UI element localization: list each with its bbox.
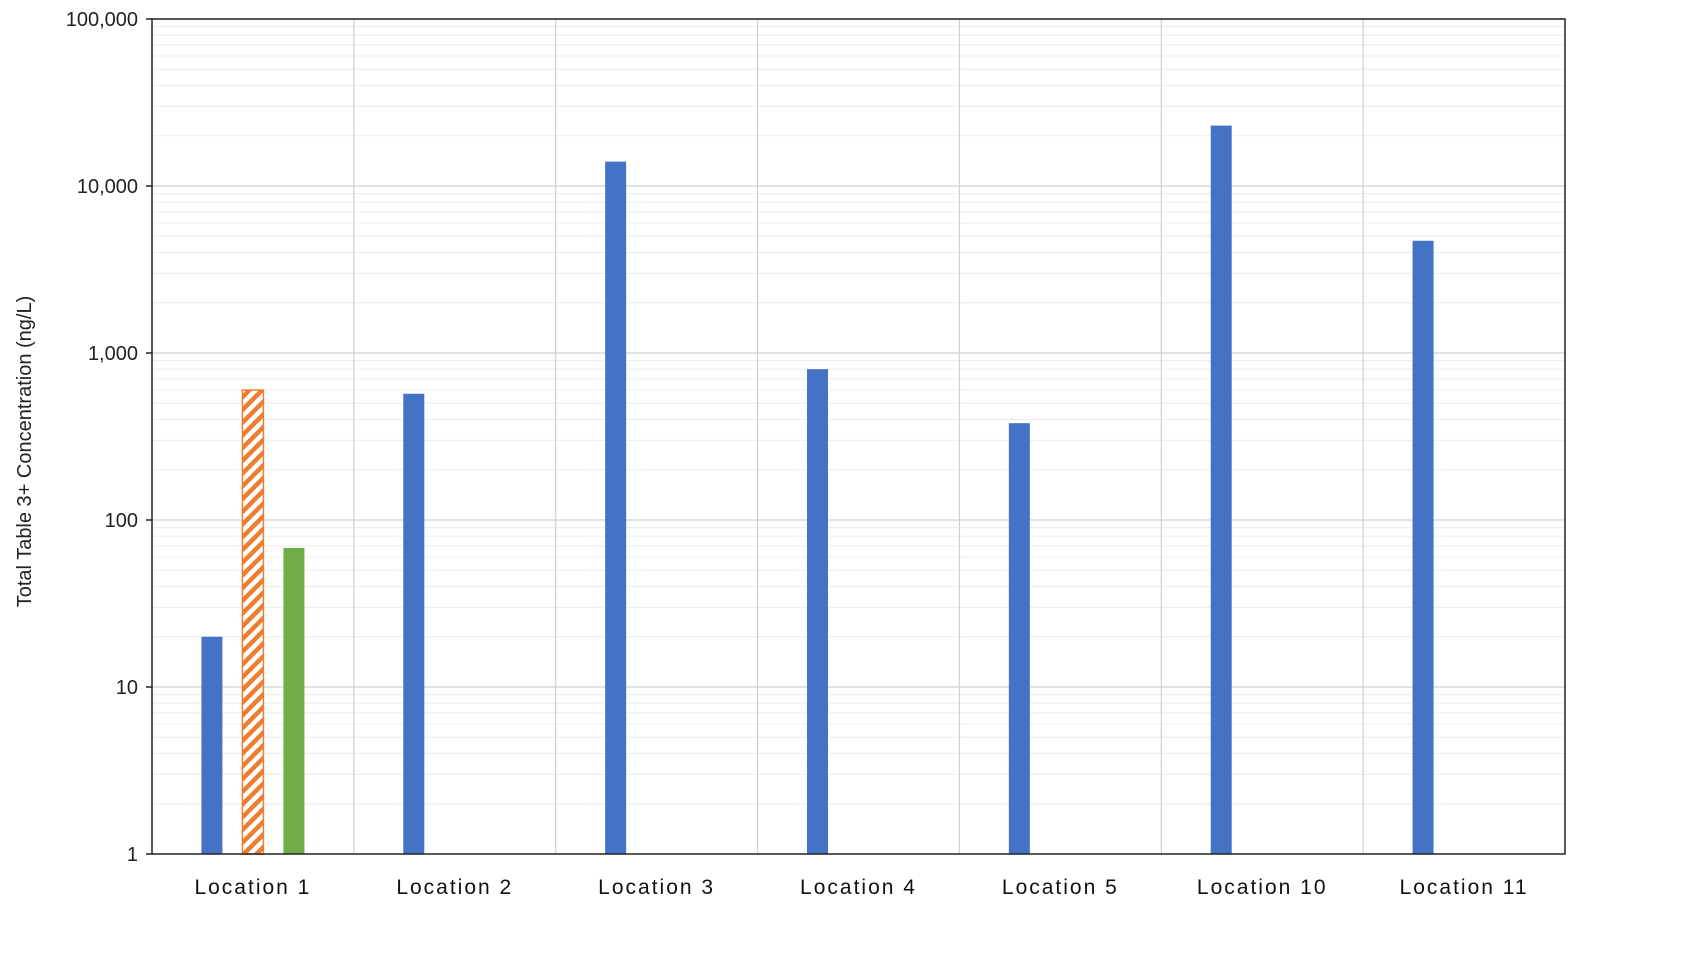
y-tick-label: 10 xyxy=(116,677,138,699)
bar xyxy=(605,161,627,854)
x-tick-label: Location 10 xyxy=(1197,876,1328,899)
y-tick-label: 100 xyxy=(105,510,138,532)
bar xyxy=(241,389,265,855)
bar xyxy=(283,547,305,854)
y-axis-title: Total Table 3+ Concentration (ng/L) xyxy=(14,296,36,608)
y-tick-label: 10,000 xyxy=(77,176,138,198)
plot-border xyxy=(151,18,1566,855)
bar xyxy=(1008,423,1030,854)
bar xyxy=(807,369,828,854)
bar xyxy=(1412,240,1434,855)
grid xyxy=(152,18,1565,854)
axes xyxy=(146,18,1566,855)
x-tick-label: Location 5 xyxy=(1002,876,1119,899)
bars xyxy=(201,125,1434,855)
y-tick-label: 1 xyxy=(127,844,138,866)
x-tick-label: Location 3 xyxy=(598,876,715,899)
x-tick-label: Location 4 xyxy=(800,876,917,899)
x-tick-label: Location 1 xyxy=(194,876,311,899)
x-tick-label: Location 11 xyxy=(1400,876,1529,899)
bar xyxy=(403,393,425,854)
labels: 1 10 100 1,000 10,000 100,000 Location 1 Locati… xyxy=(66,9,1529,899)
bar xyxy=(201,636,223,854)
y-tick-label: 100,000 xyxy=(66,9,138,31)
x-tick-label: Location 2 xyxy=(396,876,513,899)
bar xyxy=(1210,125,1232,855)
y-tick-label: 1,000 xyxy=(88,343,138,365)
